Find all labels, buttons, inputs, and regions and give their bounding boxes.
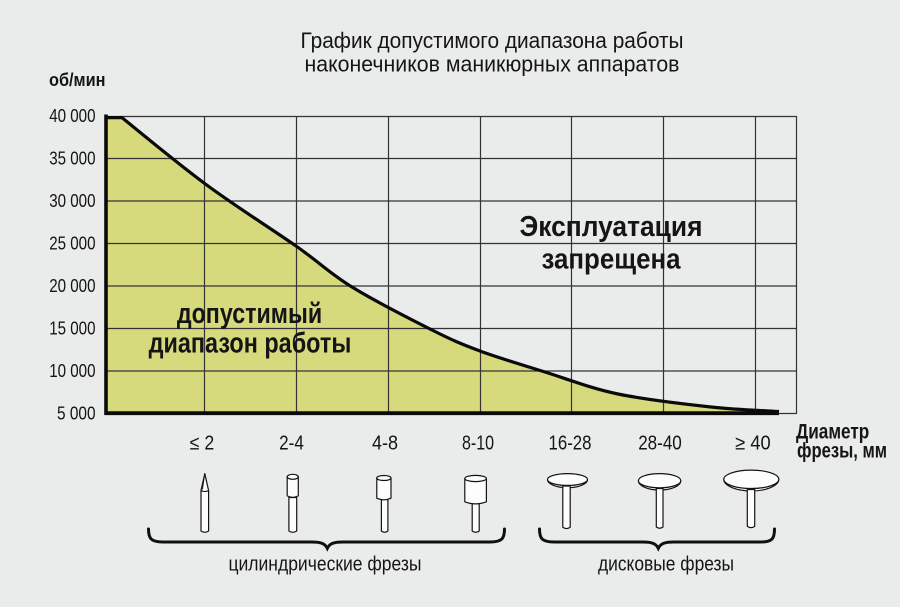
svg-text:диапазон работы: диапазон работы: [149, 327, 352, 359]
svg-text:об/мин: об/мин: [49, 69, 106, 90]
svg-text:20 000: 20 000: [49, 276, 95, 296]
svg-text:35 000: 35 000: [49, 149, 95, 169]
svg-text:15 000: 15 000: [49, 319, 95, 339]
svg-text:цилиндрические фрезы: цилиндрические фрезы: [229, 554, 422, 576]
svg-text:График допустимого диапазона р: График допустимого диапазона работы: [301, 28, 684, 53]
svg-text:≥ 40: ≥ 40: [735, 433, 770, 455]
svg-text:4-8: 4-8: [372, 433, 398, 455]
svg-text:2-4: 2-4: [279, 433, 304, 455]
svg-text:дисковые фрезы: дисковые фрезы: [598, 554, 734, 576]
svg-text:наконечников маникюрных аппара: наконечников маникюрных аппаратов: [305, 52, 680, 77]
svg-text:30 000: 30 000: [49, 191, 95, 211]
svg-text:5 000: 5 000: [57, 404, 96, 424]
svg-text:Эксплуатация: Эксплуатация: [520, 211, 703, 243]
svg-text:≤ 2: ≤ 2: [190, 433, 215, 455]
svg-text:40 000: 40 000: [49, 106, 95, 126]
svg-text:10 000: 10 000: [49, 361, 95, 381]
svg-text:28-40: 28-40: [638, 433, 682, 455]
svg-text:запрещена: запрещена: [542, 244, 682, 276]
svg-text:25 000: 25 000: [49, 234, 95, 254]
svg-text:фрезы, мм: фрезы, мм: [797, 439, 887, 462]
svg-text:16-28: 16-28: [549, 433, 592, 455]
svg-text:допустимый: допустимый: [177, 298, 322, 330]
svg-text:8-10: 8-10: [462, 433, 494, 455]
svg-text:Диаметр: Диаметр: [796, 421, 869, 444]
